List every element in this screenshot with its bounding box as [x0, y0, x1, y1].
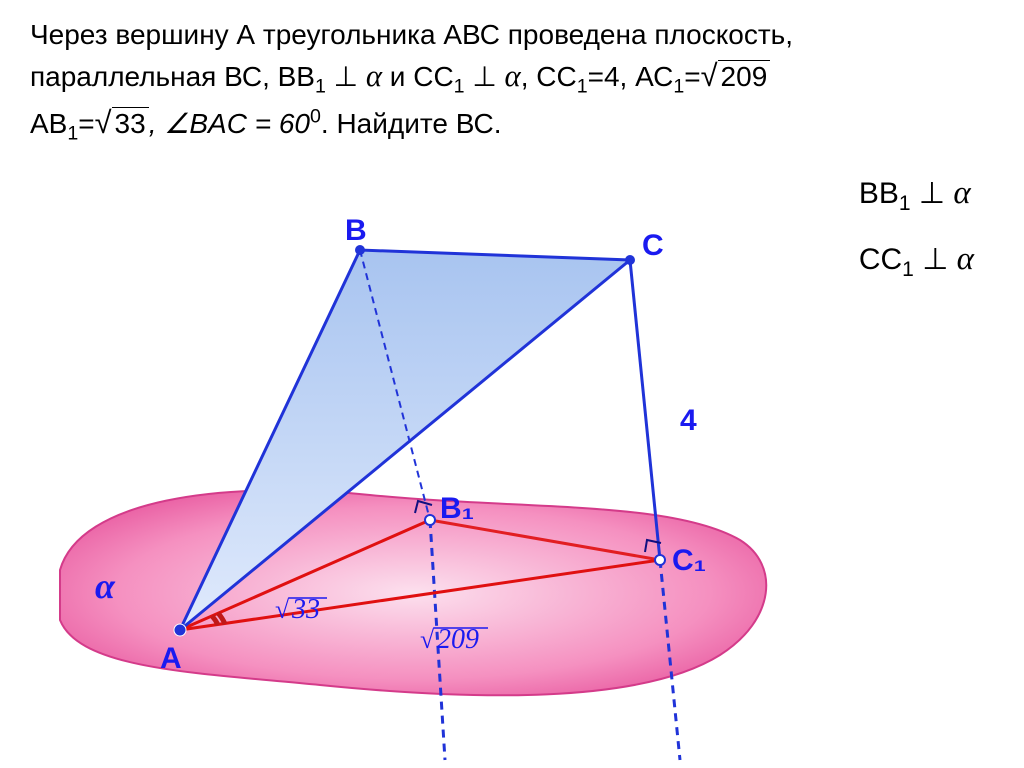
- point-a: [174, 624, 186, 636]
- point-c: [625, 255, 635, 265]
- svg-text:33: 33: [291, 594, 320, 625]
- label-cc1-len: 4: [680, 404, 697, 437]
- label-alpha: α: [95, 566, 116, 606]
- problem-statement: Через вершину А треугольника АВС проведе…: [30, 15, 990, 148]
- text: параллельная ВС, ВВ: [30, 61, 315, 92]
- svg-text:√: √: [275, 595, 290, 624]
- sqrt-33: 33: [95, 101, 149, 144]
- label-a: A: [160, 642, 182, 675]
- text: Через вершину А треугольника АВС проведе…: [30, 19, 793, 50]
- side-notes: BB1 ⊥ α CC1 ⊥ α: [859, 160, 974, 292]
- label-ab1-len: √ 33: [275, 594, 327, 625]
- label-ac1-len: √ 209: [420, 624, 488, 655]
- svg-text:√: √: [420, 625, 435, 654]
- geometry-diagram: B C A B₁ C₁ α 4 √ 33 √ 209: [20, 200, 800, 760]
- svg-text:209: 209: [437, 624, 479, 655]
- label-b: B: [345, 214, 367, 247]
- label-c1: C₁: [672, 544, 706, 577]
- label-c: C: [642, 229, 664, 262]
- point-c1: [655, 555, 665, 565]
- point-b1: [425, 515, 435, 525]
- label-b1: B₁: [440, 492, 474, 525]
- sqrt-209: 209: [701, 54, 771, 97]
